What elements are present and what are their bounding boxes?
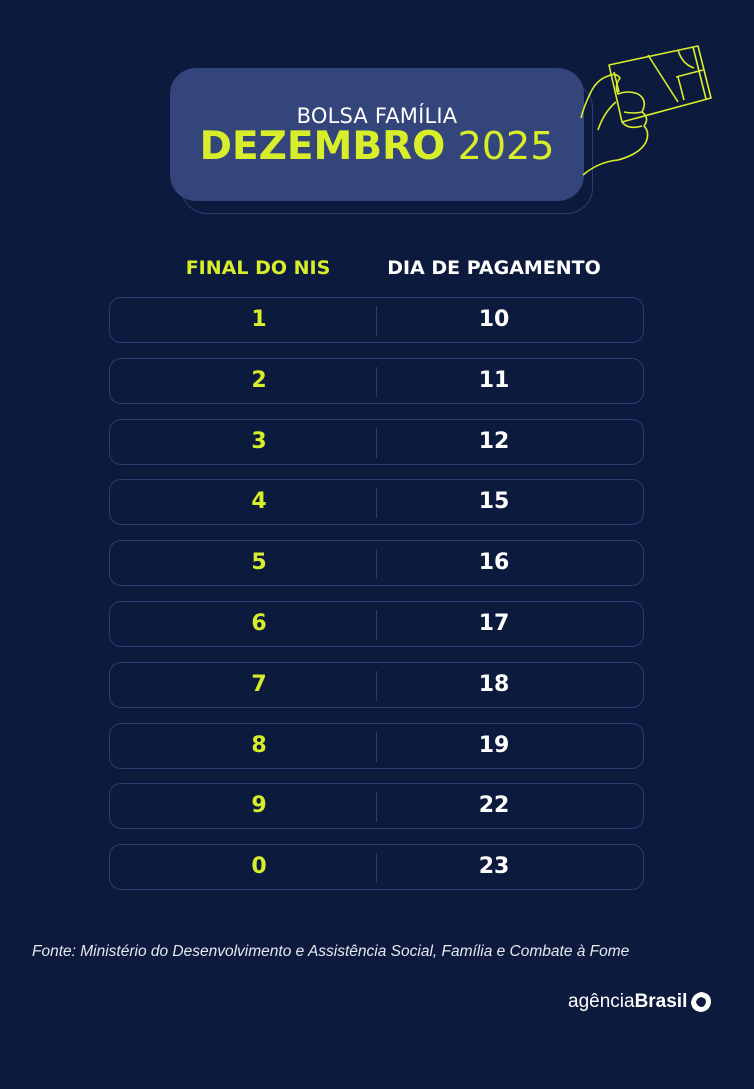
nis-final-digit: 5	[251, 550, 267, 576]
nis-final-digit: 7	[251, 671, 267, 697]
nis-final-digit: 6	[251, 611, 267, 636]
header-box: BOLSA FAMÍLIA DEZEMBRO 2025	[170, 68, 584, 201]
nis-final-digit: 9	[251, 793, 267, 819]
payment-day: 12	[478, 428, 510, 454]
payment-day: 18	[478, 671, 510, 697]
header-year: 2025	[457, 124, 555, 168]
row-divider	[376, 610, 377, 640]
table-row: 6 17	[109, 601, 644, 647]
hand-holding-card-icon	[580, 45, 712, 176]
row-divider	[376, 853, 377, 884]
agencia-brasil-logo-icon	[691, 992, 712, 1012]
payment-day: 19	[478, 732, 510, 758]
table-row: 7 18	[109, 661, 644, 708]
table-row: 2 11	[109, 357, 644, 404]
payment-day: 22	[478, 793, 510, 819]
table-row: 9 22	[109, 783, 644, 830]
table-row: 0 23	[109, 844, 644, 891]
row-divider	[376, 366, 377, 397]
logo-light-text: agência	[568, 991, 635, 1012]
nis-final-digit: 8	[251, 732, 267, 758]
header-subtitle: BOLSA FAMÍLIA	[296, 104, 458, 128]
row-divider	[376, 549, 377, 580]
nis-final-digit: 3	[251, 428, 267, 454]
nis-final-digit: 4	[251, 489, 267, 515]
row-divider	[376, 792, 377, 823]
row-divider	[376, 306, 377, 336]
nis-final-digit: 0	[251, 854, 267, 880]
table-row: 8 19	[109, 722, 644, 769]
table-row: 3 12	[109, 418, 644, 465]
payment-day: 16	[478, 550, 510, 576]
nis-final-digit: 2	[251, 367, 267, 393]
table-row: 1 10	[109, 297, 644, 343]
table-row: 4 15	[109, 479, 644, 526]
column-header-payment-day: DIA DE PAGAMENTO	[387, 257, 601, 279]
row-divider	[376, 488, 377, 519]
payment-day: 10	[478, 307, 510, 332]
source-note: Fonte: Ministério do Desenvolvimento e A…	[32, 943, 630, 960]
nis-final-digit: 1	[251, 307, 267, 332]
row-divider	[376, 731, 377, 762]
logo-bold-text: Brasil	[634, 991, 688, 1012]
payment-day: 15	[478, 489, 510, 515]
row-divider	[376, 427, 377, 458]
payment-day: 23	[478, 854, 510, 880]
agencia-brasil-logo: agência Brasil	[568, 990, 713, 1014]
header-month: DEZEMBRO	[199, 124, 446, 169]
header-title: DEZEMBRO 2025	[170, 124, 584, 169]
payment-day: 11	[478, 367, 510, 393]
row-divider	[376, 670, 377, 701]
column-header-final-nis: FINAL DO NIS	[185, 257, 331, 279]
table-row: 5 16	[109, 540, 644, 587]
payment-day: 17	[478, 611, 510, 636]
